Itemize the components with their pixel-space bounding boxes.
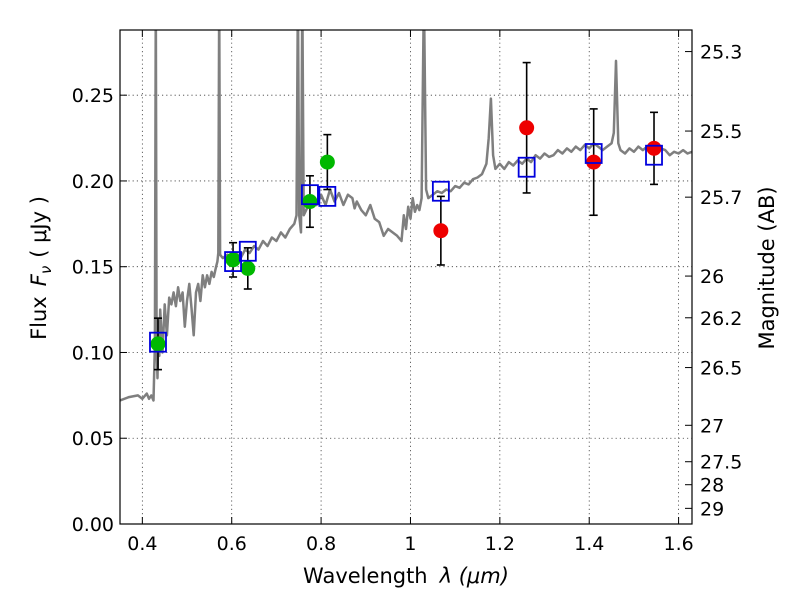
y-axis-label-text: Flux xyxy=(27,296,51,340)
plot-background xyxy=(120,30,692,524)
y-tick-label: 0.15 xyxy=(72,257,114,279)
model-point-square xyxy=(584,143,603,164)
x-axis-label: Wavelength λ (μm) xyxy=(303,564,509,588)
x-tick-label: 1.4 xyxy=(574,533,604,555)
plot-content xyxy=(120,30,692,402)
x-tick-label: 0.6 xyxy=(217,533,247,555)
ticks: 0.4 0.6 0.8 1 1.2 1.4 1.6 0.00 0.05 0.10 0.15 0.20 0… xyxy=(72,30,742,555)
x-axis-label-text: Wavelength xyxy=(303,564,428,588)
spectrum-line xyxy=(120,30,692,402)
y2-tick-label: 25.3 xyxy=(700,42,742,64)
data-point-circle xyxy=(319,154,335,170)
y2-tick-label: 29 xyxy=(700,498,724,520)
data-point-circle xyxy=(150,336,166,352)
data-point-circle xyxy=(433,223,449,239)
model-point-square xyxy=(517,156,536,178)
model-point-square xyxy=(149,331,167,353)
y2-tick-label: 26.2 xyxy=(700,308,742,330)
data-point-circle xyxy=(646,140,662,156)
model-point-square xyxy=(238,240,257,262)
data-point-circle xyxy=(519,120,535,136)
model-point-square xyxy=(318,185,337,207)
y-tick-label: 0.05 xyxy=(72,428,114,450)
y-axis-label-subscript: ν xyxy=(37,266,55,274)
y-axis-label: Flux Fν ( μJy ) xyxy=(27,196,55,340)
x-tick-label: 0.8 xyxy=(306,533,336,555)
model-point-square xyxy=(431,180,450,202)
x-tick-label: 0.4 xyxy=(127,533,157,555)
model-point-square xyxy=(645,144,663,166)
y-tick-label: 0.10 xyxy=(72,342,114,364)
model-point-square xyxy=(301,184,319,206)
y-tick-label: 0.25 xyxy=(72,85,114,107)
y2-tick-label: 26.5 xyxy=(700,358,742,380)
y-axis-label-symbol: F xyxy=(27,273,51,286)
y-tick-label: 0.00 xyxy=(72,514,114,536)
x-tick-label: 1.2 xyxy=(485,533,515,555)
y2-axis-label: Magnitude (AB) xyxy=(755,186,779,349)
y2-tick-label: 26 xyxy=(700,266,724,288)
y2-tick-label: 28 xyxy=(700,475,724,497)
y2-tick-label: 25.5 xyxy=(700,121,742,143)
plot-frame xyxy=(119,29,693,525)
y2-tick-label: 25.7 xyxy=(700,187,742,209)
data-point-circle xyxy=(302,194,318,210)
x-axis-label-math: λ (μm) xyxy=(439,564,509,588)
data-point-circle xyxy=(586,154,602,170)
markers xyxy=(149,61,663,371)
y2-tick-label: 27 xyxy=(700,415,724,437)
data-point-circle xyxy=(225,252,241,268)
data-point-circle xyxy=(240,260,256,276)
x-tick-label: 1 xyxy=(404,533,416,555)
y2-tick-label: 27.5 xyxy=(700,452,742,474)
y-tick-label: 0.20 xyxy=(72,171,114,193)
x-tick-label: 1.6 xyxy=(663,533,693,555)
y-axis-label-unit: ( μJy ) xyxy=(27,196,51,258)
